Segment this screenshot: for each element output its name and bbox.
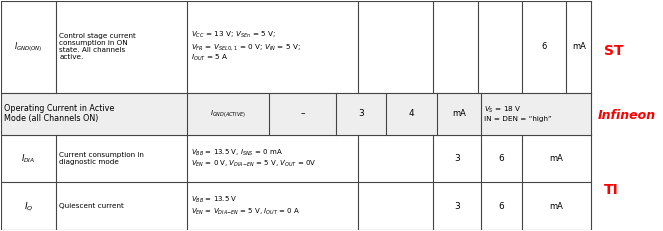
Text: $I_Q$: $I_Q$ bbox=[24, 200, 33, 213]
Text: 6: 6 bbox=[499, 202, 505, 211]
Text: $V_{BB}$ = 13.5 V
$V_{EN}$ = $V_{DIA{-}EN}$ = 5 V, $I_{OUT}$ = 0 A: $V_{BB}$ = 13.5 V $V_{EN}$ = $V_{DIA{-}E… bbox=[191, 195, 300, 217]
Text: 6: 6 bbox=[499, 154, 505, 163]
Text: Control stage current
consumption in ON
state. All channels
active.: Control stage current consumption in ON … bbox=[60, 33, 137, 60]
Text: mA: mA bbox=[550, 202, 564, 211]
Text: –: – bbox=[300, 109, 304, 118]
Text: 3: 3 bbox=[454, 202, 460, 211]
Text: mA: mA bbox=[572, 42, 585, 51]
Text: ST: ST bbox=[604, 44, 624, 58]
Text: $V_S$ = 18 V
IN = DEN = “high”: $V_S$ = 18 V IN = DEN = “high” bbox=[484, 105, 552, 122]
Text: 3: 3 bbox=[358, 109, 364, 118]
Text: $I_{GND(ACTIVE)}$: $I_{GND(ACTIVE)}$ bbox=[210, 108, 246, 119]
Text: mA: mA bbox=[550, 154, 564, 163]
Text: $V_{CC}$ = 13 V; $V_{SEn}$ = 5 V;
$V_{FR}$ = $V_{SEL0,1}$ = 0 V; $V_{IN}$ = 5 V;: $V_{CC}$ = 13 V; $V_{SEn}$ = 5 V; $V_{FR… bbox=[191, 30, 300, 63]
Text: mA: mA bbox=[452, 109, 465, 118]
Text: Operating Current in Active
Mode (all Channels ON): Operating Current in Active Mode (all Ch… bbox=[4, 104, 114, 124]
Text: Infineon: Infineon bbox=[598, 109, 656, 122]
Text: $I_{GND(ON)}$: $I_{GND(ON)}$ bbox=[15, 40, 42, 54]
Text: $I_{DIA}$: $I_{DIA}$ bbox=[21, 152, 36, 165]
Text: 3: 3 bbox=[454, 154, 460, 163]
Text: 6: 6 bbox=[541, 42, 547, 51]
Text: 4: 4 bbox=[408, 109, 414, 118]
Bar bbox=[1, 93, 591, 135]
Text: Current consumption in
diagnostic mode: Current consumption in diagnostic mode bbox=[60, 152, 145, 165]
Text: $V_{BB}$ = 13.5 V, $I_{SNS}$ = 0 mA
$V_{EN}$ = 0 V, $V_{DIA{-}EN}$ = 5 V, $V_{OU: $V_{BB}$ = 13.5 V, $I_{SNS}$ = 0 mA $V_{… bbox=[191, 148, 316, 170]
Text: Quiescent current: Quiescent current bbox=[60, 203, 125, 209]
Text: TI: TI bbox=[604, 183, 619, 197]
